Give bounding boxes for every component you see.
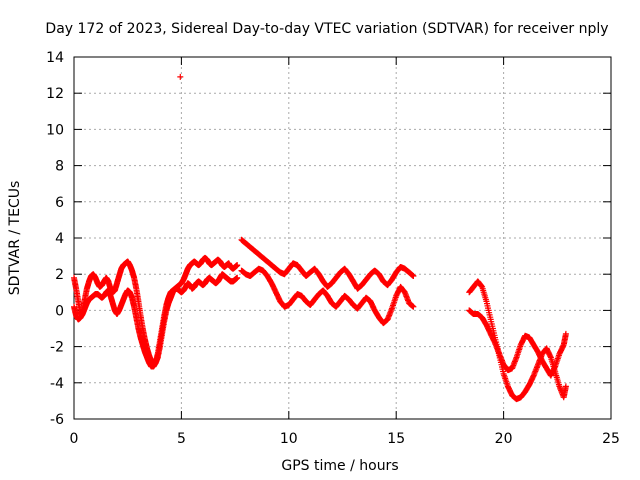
x-axis-label: GPS time / hours <box>281 458 398 474</box>
data-point-trace-a <box>234 262 241 269</box>
x-tick-label: 0 <box>70 431 79 447</box>
grid-lines <box>74 57 611 419</box>
y-tick-label: 12 <box>46 86 64 102</box>
chart-title: Day 172 of 2023, Sidereal Day-to-day VTE… <box>45 21 608 37</box>
y-tick-label: 2 <box>55 267 64 283</box>
y-tick-label: 6 <box>55 195 64 211</box>
y-tick-label: -4 <box>50 376 64 392</box>
y-tick-label: -6 <box>50 412 64 428</box>
data-point-trace-c <box>410 273 417 279</box>
x-tick-label: 10 <box>280 431 298 447</box>
axis-ticks <box>73 56 612 420</box>
x-tick-label: 5 <box>177 431 186 447</box>
data-point-trace-f <box>551 364 558 371</box>
y-tick-label: 4 <box>55 231 64 247</box>
data-point-trace-e <box>547 353 554 360</box>
y-tick-label: 10 <box>46 122 64 138</box>
data-points <box>71 73 569 403</box>
y-tick-labels: -6 -4 -2 0 2 4 6 8 10 12 14 <box>46 50 64 428</box>
y-tick-label: 8 <box>55 159 64 175</box>
y-tick-label: 14 <box>46 50 64 66</box>
y-tick-label: 0 <box>55 303 64 319</box>
data-point-trace-b <box>234 274 241 281</box>
data-point-trace-e <box>562 383 569 390</box>
x-tick-labels: 0 5 10 15 20 25 <box>70 431 620 447</box>
y-tick-label: -2 <box>50 340 64 356</box>
x-tick-label: 15 <box>387 431 405 447</box>
data-point-outlier <box>177 73 184 80</box>
y-axis-label: SDTVAR / TECUs <box>7 181 23 296</box>
data-point-trace-d <box>410 303 417 310</box>
x-tick-label: 20 <box>495 431 513 447</box>
data-point-trace-f <box>562 330 569 337</box>
data-point-trace-e <box>532 367 539 374</box>
x-tick-label: 25 <box>602 431 620 447</box>
